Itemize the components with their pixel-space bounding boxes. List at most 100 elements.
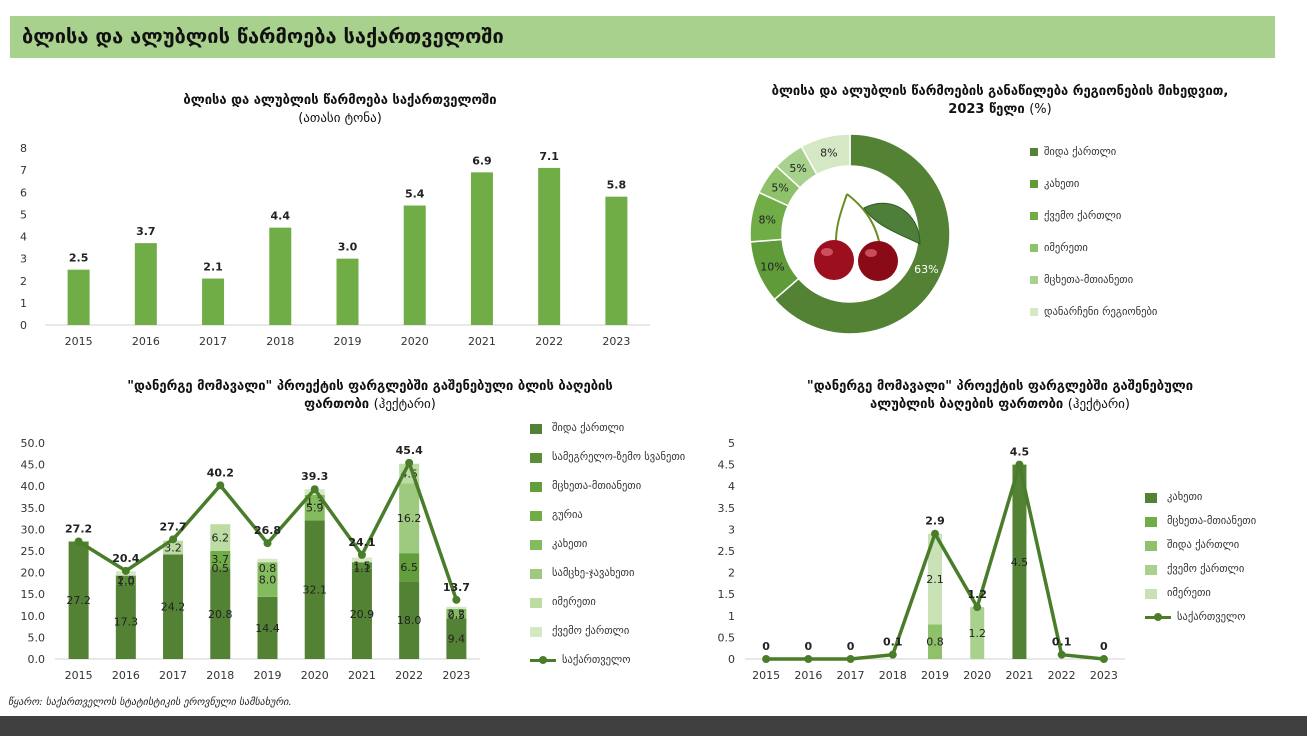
- segment-label: 0.5: [212, 562, 230, 575]
- x-tick-label: 2017: [159, 669, 187, 682]
- bar: [134, 243, 157, 325]
- data-label: 5.4: [405, 188, 425, 201]
- legend-label: იმერეთი: [552, 596, 596, 608]
- production-bar-chart: 0 1 2 3 4 5 6 7 8 2.5 2015 3.7 2016 2.1 2017 4.4 2018 3.0…: [20, 142, 650, 348]
- total-point: [762, 655, 771, 663]
- legend-label: გურია: [552, 509, 583, 521]
- x-tick-label: 2023: [442, 669, 470, 682]
- y-tick-label: 3: [20, 253, 27, 266]
- bar: [470, 172, 493, 325]
- legend-swatch: [1145, 517, 1157, 527]
- legend-swatch: [530, 482, 542, 492]
- total-point: [1057, 650, 1066, 659]
- legend-label: კახეთი: [1167, 491, 1203, 503]
- total-label: 0: [762, 640, 770, 653]
- y-tick-label: 6: [20, 186, 27, 199]
- data-label: 4.4: [271, 210, 291, 223]
- bar-segment: [257, 558, 278, 563]
- bar-segment: [399, 553, 420, 582]
- legend-label: მცხეთა-მთიანეთი: [1167, 515, 1257, 527]
- legend-item-line: საქართველო: [1145, 611, 1307, 639]
- bar: [67, 269, 90, 325]
- total-label: 20.4: [112, 552, 139, 565]
- bar-segment: [928, 624, 942, 659]
- legend-label: ქვემო ქართლი: [552, 625, 630, 637]
- sourcherry-area-title-line1: "დანერგე მომავალი" პროექტის ფარგლებში გა…: [806, 379, 1194, 394]
- total-label: 24.1: [348, 536, 375, 549]
- legend-label: საქართველო: [1177, 611, 1246, 623]
- y-tick-label: 1: [20, 297, 27, 310]
- footer-bar: [0, 716, 1307, 736]
- segment-label: 0.8: [926, 636, 944, 649]
- region-donut-chart: 63% 10% 8% 5%5% 8%: [749, 133, 951, 335]
- total-point: [1015, 460, 1024, 469]
- total-point: [169, 535, 178, 544]
- legend-swatch: [1030, 308, 1038, 316]
- legend-swatch: [1145, 541, 1157, 551]
- total-point: [310, 485, 319, 494]
- cherry-area-legend: შიდა ქართლი სამეგრელო-ზემო სვანეთი მცხეთა-…: [530, 422, 700, 672]
- x-tick-label: 2015: [65, 669, 93, 682]
- production-chart-title: ბლისა და ალუბლის წარმოება საქართველოში (…: [40, 92, 640, 128]
- bar-segment: [257, 596, 278, 659]
- legend-item: კახეთი: [530, 538, 700, 566]
- x-tick-label: 2023: [1090, 669, 1118, 682]
- pie-title-line2: 2023 წელი: [948, 102, 1025, 117]
- legend-item: დანარჩენი რეგიონები: [1030, 306, 1230, 320]
- segment-label: 2.1: [926, 573, 944, 586]
- legend-label: სამცხე-ჯავახეთი: [552, 567, 635, 579]
- y-tick-label: 20.0: [21, 567, 46, 580]
- legend-swatch: [530, 627, 542, 637]
- bar-segment: [68, 541, 89, 659]
- page-title: ბლისა და ალუბლის წარმოება საქართველოში: [22, 24, 504, 48]
- cherry-area-title-line1: "დანერგე მომავალი" პროექტის ფარგლებში გა…: [127, 379, 613, 394]
- data-label: 3.7: [136, 225, 156, 238]
- slice-label: 63%: [914, 263, 938, 276]
- pie-unit: (%): [1029, 102, 1052, 117]
- segment-label: 3.7: [212, 553, 230, 566]
- x-tick-label: 2020: [401, 335, 429, 348]
- segment-label: 32.1: [302, 584, 327, 597]
- legend-swatch: [1145, 613, 1171, 621]
- y-tick-label: 10.0: [21, 610, 46, 623]
- segment-label: 1.2: [968, 627, 986, 640]
- bar-segment: [210, 569, 231, 659]
- y-tick-label: 7: [20, 164, 27, 177]
- cherry-stem: [846, 193, 881, 247]
- segment-label: 17.3: [114, 616, 139, 629]
- total-label: 40.2: [207, 466, 234, 479]
- x-tick-label: 2015: [65, 335, 93, 348]
- y-tick-label: 3: [728, 523, 735, 536]
- slice-label: 8%: [759, 213, 776, 226]
- legend-label: კახეთი: [552, 538, 588, 550]
- segment-label: 0.8: [259, 562, 277, 575]
- segment-label: 6.5: [400, 561, 418, 574]
- x-tick-label: 2021: [468, 335, 496, 348]
- pie-legend: შიდა ქართლი კახეთი ქვემო ქართლი იმერეთი მცხე…: [1030, 146, 1230, 326]
- y-tick-label: 40.0: [21, 480, 46, 493]
- x-tick-label: 2022: [535, 335, 563, 348]
- segment-label: 2.0: [117, 574, 135, 587]
- production-unit: (ათასი ტონა): [298, 111, 382, 126]
- segment-label: 6.2: [212, 532, 230, 545]
- x-tick-label: 2023: [602, 335, 630, 348]
- bar-segment: [928, 533, 942, 625]
- legend-item: კახეთი: [1145, 491, 1307, 519]
- y-tick-label: 25.0: [21, 545, 46, 558]
- y-tick-label: 50.0: [21, 437, 46, 450]
- segment-label: 8.0: [259, 574, 277, 587]
- bar-segment: [446, 618, 467, 659]
- total-label: 45.4: [396, 444, 423, 457]
- segment-label: 14.4: [255, 622, 280, 635]
- x-tick-label: 2015: [752, 669, 780, 682]
- y-tick-label: 2: [20, 275, 27, 288]
- segment-label: 0.5: [448, 609, 466, 622]
- legend-label: იმერეთი: [1167, 587, 1211, 599]
- bar-segment: [399, 483, 420, 554]
- bar-segment: [351, 562, 372, 569]
- total-label: 0.1: [883, 636, 903, 649]
- total-label: 26.8: [254, 524, 281, 537]
- legend-swatch: [1030, 276, 1038, 284]
- legend-label: კახეთი: [1044, 178, 1080, 190]
- y-tick-label: 2: [728, 567, 735, 580]
